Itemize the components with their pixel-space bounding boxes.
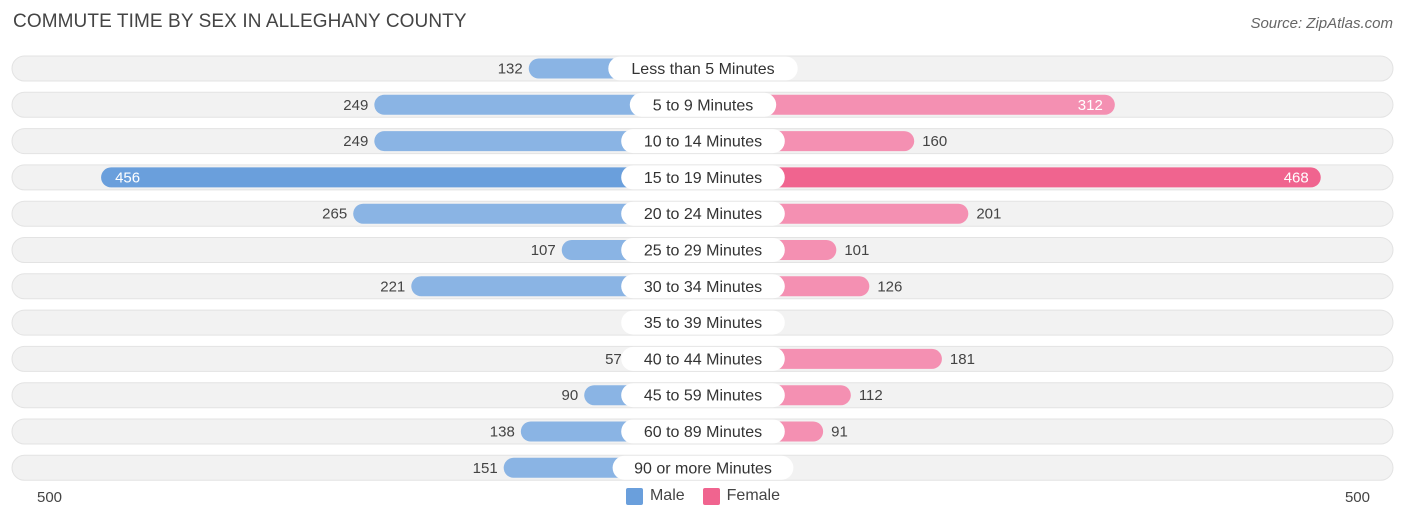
male-value-label: 138 [490, 424, 515, 441]
male-value-label: 90 [562, 387, 579, 404]
chart-title: COMMUTE TIME BY SEX IN ALLEGHANY COUNTY [13, 11, 467, 32]
category-label: 40 to 44 Minutes [644, 351, 762, 368]
category-label: 90 or more Minutes [634, 460, 772, 477]
male-bar [101, 167, 713, 188]
category-label: 25 to 29 Minutes [644, 243, 762, 260]
category-pill [621, 165, 785, 190]
male-value-label: 57 [605, 351, 622, 368]
category-pill [621, 129, 785, 154]
category-label: 15 to 19 Minutes [644, 170, 762, 187]
source-credit: Source: ZipAtlas.com [1250, 15, 1393, 32]
female-value-label: 101 [844, 242, 869, 259]
category-label: 20 to 24 Minutes [644, 206, 762, 223]
legend-swatch-male [625, 487, 643, 505]
male-value-label: 132 [498, 61, 523, 78]
female-value-label: 468 [1284, 169, 1309, 186]
axis-label-left: 500 [37, 489, 63, 506]
legend: Male Female [0, 487, 1406, 505]
female-bar [693, 167, 1321, 188]
legend-label-female: Female [726, 487, 781, 504]
category-pill [621, 274, 785, 299]
legend-label-male: Male [649, 487, 685, 504]
female-bar [693, 94, 1115, 115]
category-pill [621, 201, 785, 226]
male-value-label: 456 [115, 169, 140, 186]
legend-item-female: Female [702, 487, 781, 505]
category-label: 10 to 14 Minutes [644, 134, 762, 151]
female-value-label: 181 [950, 351, 975, 368]
category-label: Less than 5 Minutes [631, 61, 774, 78]
male-value-label: 151 [473, 460, 498, 477]
category-label: 30 to 34 Minutes [644, 279, 762, 296]
legend-swatch-female [702, 487, 720, 505]
female-value-label: 91 [831, 424, 848, 441]
male-value-label: 249 [343, 133, 368, 150]
male-value-label: 249 [343, 97, 368, 114]
axis-label-right: 500 [1344, 489, 1370, 506]
legend-item-male: Male [625, 487, 685, 505]
male-value-label: 107 [531, 242, 556, 259]
female-value-label: 112 [859, 387, 883, 404]
category-label: 60 to 89 Minutes [644, 424, 762, 441]
category-pill [608, 56, 798, 81]
female-value-label: 312 [1078, 97, 1103, 114]
category-pill [629, 92, 777, 117]
female-value-label: 160 [922, 133, 947, 150]
category-pill [621, 310, 785, 335]
category-label: 45 to 59 Minutes [644, 388, 762, 405]
category-pill [621, 346, 785, 371]
female-value-label: 201 [976, 206, 1001, 223]
category-pill [612, 455, 794, 480]
category-pill [621, 238, 785, 262]
male-value-label: 221 [380, 278, 405, 295]
female-value-label: 126 [877, 278, 902, 295]
category-pill [621, 419, 785, 444]
category-label: 35 to 39 Minutes [644, 315, 762, 332]
category-label: 5 to 9 Minutes [653, 97, 754, 114]
category-pill [621, 383, 785, 408]
male-bar [374, 94, 713, 115]
male-value-label: 265 [322, 206, 347, 223]
